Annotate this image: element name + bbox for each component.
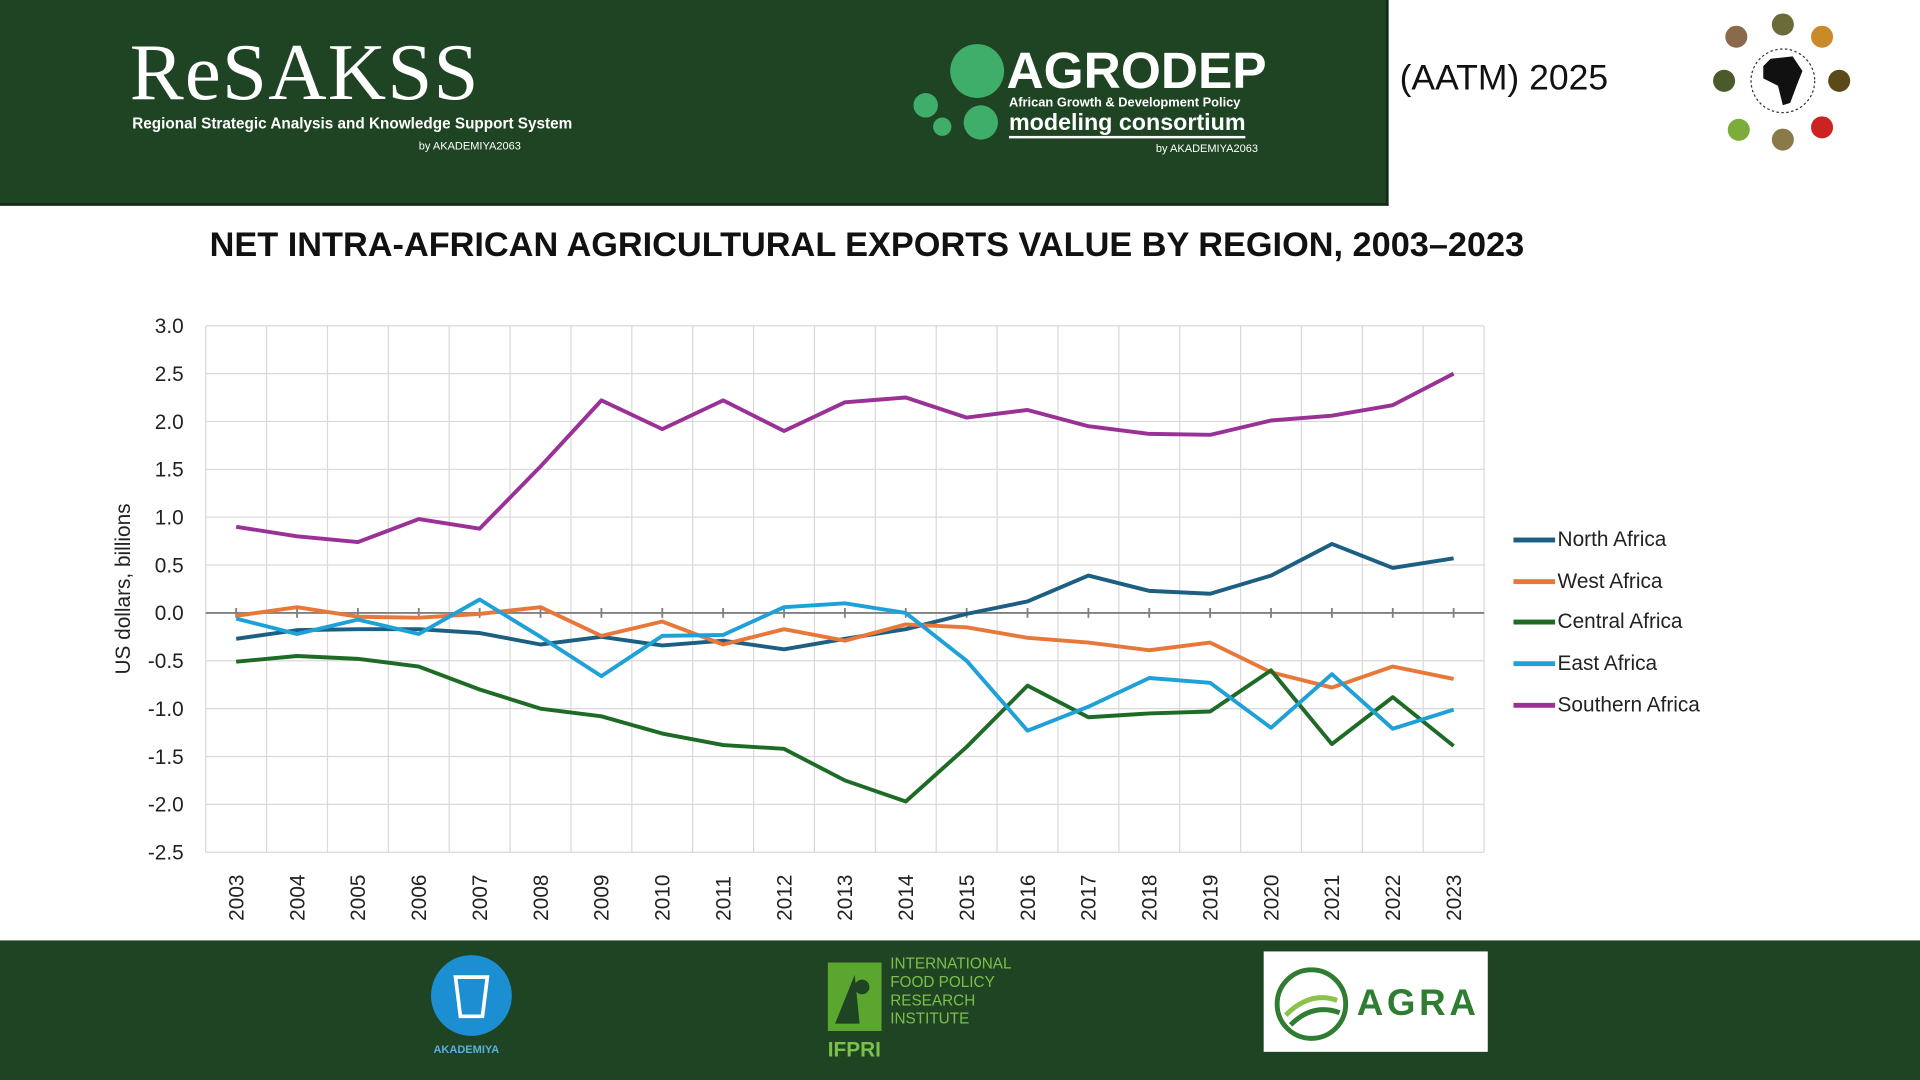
agrodep-subtitle-2: modeling consortium (1008, 111, 1246, 139)
legend-item: Central Africa (1513, 602, 1699, 643)
legend-label: West Africa (1557, 568, 1663, 593)
x-tick-label: 2003 (225, 875, 248, 921)
x-tick-label: 2013 (834, 875, 857, 921)
x-tick-label: 2015 (956, 875, 979, 921)
y-tick-label: 2.0 (155, 411, 184, 434)
resakss-logo: ReSAKSS (129, 28, 480, 118)
x-tick-label: 2010 (652, 875, 675, 921)
y-tick-label: 3.0 (155, 315, 184, 338)
x-tick-label: 2018 (1139, 875, 1162, 921)
event-label: (AATM) 2025 (1399, 58, 1609, 98)
agrodep-logo: AGRODEP (1006, 41, 1267, 100)
x-tick-label: 2007 (469, 875, 492, 921)
x-tick-label: 2019 (1199, 875, 1222, 921)
x-tick-label: 2016 (1017, 875, 1040, 921)
agra-logo: AGRA (1356, 983, 1480, 1024)
legend-swatch (1513, 661, 1556, 667)
header-banner: ReSAKSS Regional Strategic Analysis and … (0, 0, 1389, 206)
series-line-west-africa (235, 605, 1455, 690)
series-line-central-africa (235, 654, 1455, 804)
y-tick-label: -0.5 (148, 650, 184, 673)
line-chart: 3.0 2.5 2.0 1.5 1.0 0.5 0.0 -0.5 -1.0 -1.5 -2.0 -2.… (112, 315, 1485, 921)
x-tick-label: 2006 (408, 875, 431, 921)
legend-swatch (1513, 578, 1556, 584)
legend-swatch (1513, 619, 1556, 625)
ifpri-logo: INTERNATIONAL FOOD POLICY RESEARCH INSTI… (890, 955, 1011, 1028)
akademiya-logo: AKADEMIYA (433, 1043, 500, 1056)
y-tick-label: -1.0 (148, 698, 184, 721)
x-tick-label: 2022 (1382, 875, 1405, 921)
chart-legend: North Africa West Africa Central Africa Eas… (1513, 519, 1700, 725)
agra-logo-box: AGRA (1263, 951, 1488, 1052)
y-tick-label: -2.0 (148, 794, 184, 817)
akademiya-logo-icon (431, 955, 512, 1036)
ifpri-logo-icon (827, 962, 882, 1032)
x-tick-label: 2009 (591, 875, 614, 921)
agrodep-by: by AKADEMIYA2063 (1155, 142, 1259, 155)
resakss-subtitle: Regional Strategic Analysis and Knowledg… (132, 115, 573, 133)
x-tick-label: 2017 (1078, 875, 1101, 921)
series-line-east-africa (235, 597, 1455, 733)
legend-item: North Africa (1513, 519, 1699, 560)
ifpri-short: IFPRI (827, 1038, 881, 1062)
legend-label: Southern Africa (1557, 692, 1700, 716)
x-tick-label: 2012 (773, 875, 796, 921)
y-tick-label: 1.5 (155, 459, 184, 482)
y-tick-label: -1.5 (148, 746, 184, 769)
legend-swatch (1513, 702, 1556, 708)
x-tick-label: 2020 (1260, 875, 1283, 921)
y-tick-label: 1.0 (155, 507, 184, 530)
africa-emblem-icon (1713, 13, 1851, 151)
y-tick-label: -2.5 (148, 842, 184, 865)
x-tick-label: 2021 (1321, 875, 1344, 921)
x-tick-label: 2014 (895, 875, 918, 921)
x-tick-label: 2004 (286, 875, 309, 921)
legend-label: North Africa (1557, 527, 1667, 551)
y-axis-label: US dollars, billions (112, 503, 135, 674)
x-tick-label: 2008 (530, 875, 553, 921)
x-tick-label: 2005 (347, 875, 370, 921)
legend-label: East Africa (1557, 651, 1658, 675)
y-tick-label: 2.5 (155, 363, 184, 386)
footer-banner: AKADEMIYA INTERNATIONAL FOOD POLICY RESE… (0, 940, 1920, 1080)
x-tick-label: 2023 (1443, 875, 1466, 921)
agra-logo-icon (1274, 967, 1349, 1041)
legend-item: East Africa (1513, 643, 1699, 684)
agrodep-subtitle: African Growth & Development Policy (1008, 95, 1241, 111)
legend-item: West Africa (1513, 560, 1699, 601)
resakss-by: by AKADEMIYA2063 (418, 139, 521, 152)
y-tick-label: 0.5 (155, 554, 184, 577)
legend-item: Southern Africa (1513, 684, 1700, 725)
chart-title: NET INTRA-AFRICAN AGRICULTURAL EXPORTS V… (209, 225, 1525, 264)
series-line-southern-africa (235, 371, 1455, 545)
y-tick-label: 0.0 (155, 602, 184, 625)
legend-label: Central Africa (1557, 610, 1683, 634)
legend-swatch (1513, 537, 1556, 543)
x-tick-label: 2011 (712, 876, 735, 921)
